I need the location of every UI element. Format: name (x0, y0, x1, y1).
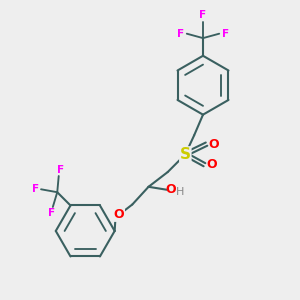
Text: F: F (48, 208, 55, 218)
Text: O: O (165, 183, 176, 196)
Text: F: F (200, 11, 207, 20)
Text: H: H (176, 187, 184, 197)
Text: O: O (208, 138, 219, 151)
Text: O: O (114, 208, 124, 221)
Text: F: F (177, 29, 184, 39)
Text: F: F (57, 165, 64, 175)
Text: F: F (32, 184, 39, 194)
Text: O: O (206, 158, 217, 171)
Text: S: S (180, 147, 191, 162)
Text: F: F (221, 29, 229, 39)
